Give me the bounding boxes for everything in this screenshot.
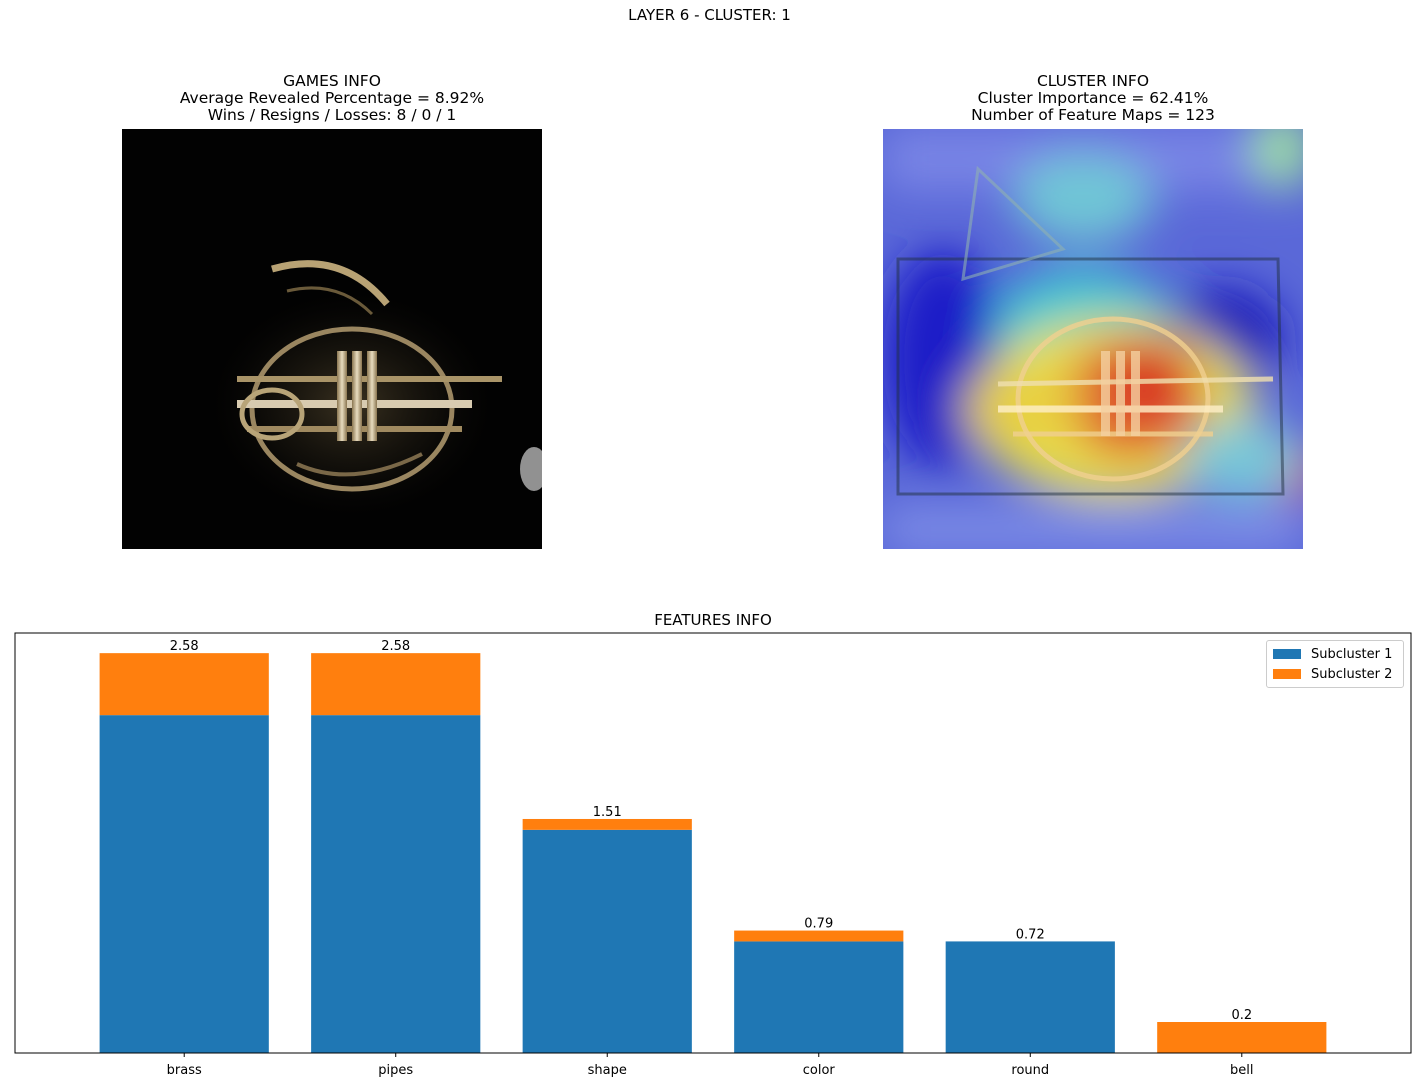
x-tick-label-pipes: pipes: [378, 1063, 413, 1078]
data-label-round: 0.72: [1016, 927, 1045, 942]
cluster-importance: Cluster Importance = 62.41%: [977, 89, 1209, 107]
legend-label-subcluster2: Subcluster 2: [1311, 666, 1393, 682]
bar-brass-subcluster1: [99, 715, 269, 1053]
revealed-image: [122, 129, 542, 549]
x-tick-label-round: round: [1011, 1063, 1049, 1078]
legend-swatch-subcluster1: [1273, 649, 1301, 659]
wins-resigns-losses: Wins / Resigns / Losses: 8 / 0 / 1: [207, 106, 457, 124]
bar-color-subcluster1: [734, 941, 904, 1053]
average-revealed-percentage: Average Revealed Percentage = 8.92%: [179, 89, 485, 107]
bar-brass-subcluster2: [99, 653, 269, 716]
plot-frame: [14, 632, 1412, 1054]
data-label-bell: 0.2: [1231, 1008, 1252, 1023]
data-label-brass: 2.58: [170, 639, 199, 654]
legend-label-subcluster1: Subcluster 1: [1311, 646, 1393, 662]
games-info-title-block: GAMES INFO Average Revealed Percentage =…: [122, 73, 542, 124]
cluster-info-title: CLUSTER INFO: [1036, 72, 1150, 90]
x-tick-label-color: color: [803, 1063, 836, 1078]
bar-color-subcluster2: [734, 930, 904, 942]
data-label-shape: 1.51: [593, 805, 622, 820]
legend-entry-subcluster1: Subcluster 1: [1273, 646, 1392, 662]
bar-bell-subcluster2: [1157, 1022, 1327, 1053]
games-info-title: GAMES INFO: [283, 72, 381, 90]
x-tick-label-shape: shape: [588, 1063, 627, 1078]
bar-shape-subcluster1: [522, 829, 692, 1053]
chart-legend: Subcluster 1 Subcluster 2: [1266, 640, 1404, 688]
data-label-color: 0.79: [804, 917, 833, 932]
legend-entry-subcluster2: Subcluster 2: [1273, 666, 1392, 682]
bar-round-subcluster1: [945, 941, 1115, 1053]
x-tick-label-bell: bell: [1230, 1063, 1253, 1078]
data-label-pipes: 2.58: [381, 639, 410, 654]
bar-pipes-subcluster2: [311, 653, 481, 716]
x-tick-label-brass: brass: [167, 1063, 202, 1078]
cluster-heatmap-image: [883, 129, 1303, 549]
legend-swatch-subcluster2: [1273, 669, 1301, 679]
cluster-info-title-block: CLUSTER INFO Cluster Importance = 62.41%…: [883, 73, 1303, 124]
figure-title: LAYER 6 - CLUSTER: 1: [628, 6, 791, 24]
bar-shape-subcluster2: [522, 818, 692, 830]
bar-pipes-subcluster1: [311, 715, 481, 1053]
features-info-title: FEATURES INFO: [654, 611, 772, 629]
number-of-feature-maps: Number of Feature Maps = 123: [971, 106, 1215, 124]
